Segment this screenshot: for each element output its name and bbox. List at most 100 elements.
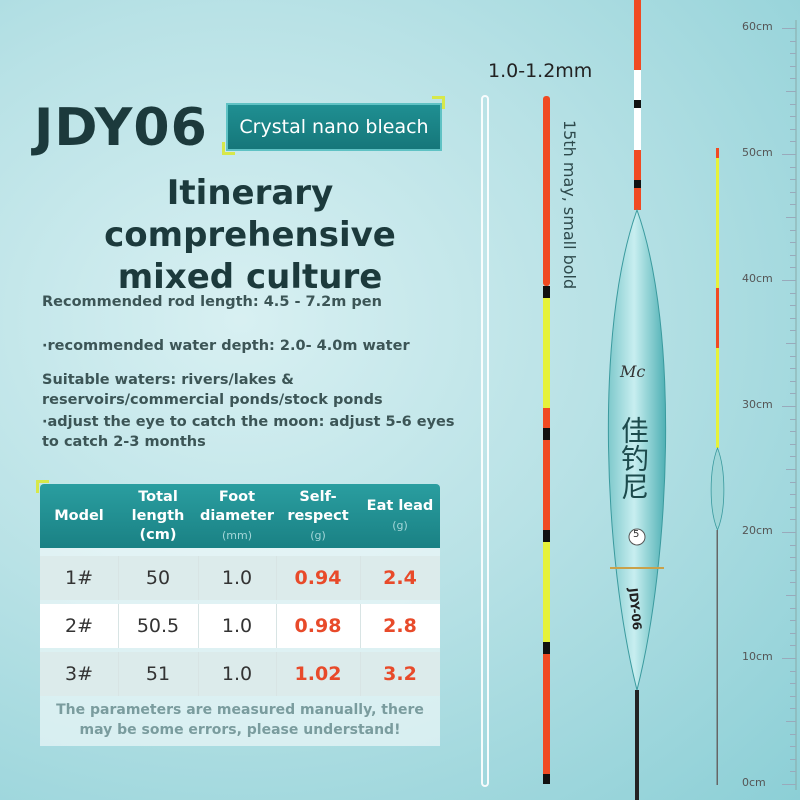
- chinese-brand-text: 佳钓尼: [617, 416, 650, 500]
- ruler-tick: [790, 733, 796, 735]
- th-foot-diameter-label: Foot diameter: [200, 488, 274, 524]
- ruler-tick: [790, 519, 796, 521]
- ruler-tick: [786, 595, 796, 596]
- ruler-tick: [790, 368, 796, 370]
- sparkle-icon: [222, 142, 235, 155]
- ruler-tick: [790, 481, 796, 483]
- ruler-tick: [786, 721, 796, 722]
- cell-eat-lead: 2.8: [383, 615, 417, 637]
- ruler-tick: [790, 292, 796, 294]
- ruler-tick: [786, 91, 796, 92]
- ruler-tick: [790, 78, 796, 80]
- model-code: JDY06: [34, 98, 208, 158]
- headline-line2: mixed culture: [117, 257, 383, 297]
- ruler-tick: [790, 254, 796, 256]
- ruler-tick: [790, 758, 796, 760]
- th-self-respect-label: Self-respect: [287, 488, 349, 524]
- ruler-tick: [790, 620, 796, 622]
- sparkle-icon: [432, 96, 445, 109]
- cell-model: 2#: [64, 615, 93, 637]
- ruler-tick: [790, 40, 796, 42]
- main-float: [607, 0, 667, 800]
- ruler-tick: [782, 154, 796, 155]
- spec-water-depth: ·recommended water depth: 2.0- 4.0m wate…: [42, 338, 410, 354]
- ruler-tick: [790, 746, 796, 748]
- ruler-tick: [790, 141, 796, 143]
- ruler-tick: [782, 532, 796, 533]
- ruler-tick: [790, 544, 796, 546]
- ruler-tick: [790, 179, 796, 181]
- ruler-tick: [790, 418, 796, 420]
- ruler-tick: [786, 217, 796, 218]
- ruler-tick: [786, 469, 796, 470]
- ruler-tick: [790, 191, 796, 193]
- ruler-tick: [790, 569, 796, 571]
- ruler-label: 20cm: [742, 524, 773, 537]
- ruler-tick: [790, 267, 796, 269]
- spec-rod-length: Recommended rod length: 4.5 - 7.2m pen: [42, 294, 382, 310]
- ruler-label: 0cm: [742, 776, 766, 789]
- cell-diameter: 1.0: [221, 615, 253, 637]
- cell-eat-lead: 2.4: [383, 567, 417, 589]
- cell-eat-lead: 3.2: [383, 663, 417, 685]
- ruler-tick: [790, 708, 796, 710]
- cell-self-respect: 0.94: [294, 567, 342, 589]
- th-self-respect: Self-respect (g): [276, 484, 360, 548]
- ruler-tick: [790, 330, 796, 332]
- table-header: Model Total length (cm) Foot diameter (m…: [40, 484, 440, 548]
- th-foot-diameter: Foot diameter (mm): [198, 484, 276, 548]
- ruler-tick: [790, 204, 796, 206]
- ruler-tick: [786, 343, 796, 344]
- table-note: The parameters are measured manually, th…: [56, 702, 424, 738]
- ruler-tick: [790, 494, 796, 496]
- ruler-tick: [782, 658, 796, 659]
- cell-self-respect: 1.02: [294, 663, 342, 685]
- brand-mark: Mc: [620, 362, 646, 381]
- ruler-label: 30cm: [742, 398, 773, 411]
- table-row: 1# 50 1.0 0.94 2.4: [40, 556, 440, 600]
- th-foot-diameter-unit: (mm): [221, 528, 252, 542]
- ruler-tick: [790, 128, 796, 130]
- ruler-label: 40cm: [742, 272, 773, 285]
- th-model: Model: [54, 507, 104, 524]
- ruler-label: 60cm: [742, 20, 773, 33]
- ruler-tick: [790, 65, 796, 67]
- ruler-tick: [790, 645, 796, 647]
- ruler-label: 50cm: [742, 146, 773, 159]
- ruler-tick: [782, 784, 796, 785]
- cell-model: 1#: [64, 567, 93, 589]
- cell-diameter: 1.0: [221, 567, 253, 589]
- table-row: 2# 50.5 1.0 0.98 2.8: [40, 604, 440, 648]
- spec-suitable-waters: Suitable waters: rivers/lakes & reservoi…: [42, 372, 383, 408]
- cell-self-respect: 0.98: [294, 615, 342, 637]
- small-float: [710, 148, 725, 785]
- cell-model: 3#: [64, 663, 93, 685]
- ruler-tick: [790, 771, 796, 773]
- ruler-tick: [790, 695, 796, 697]
- ruler-label: 10cm: [742, 650, 773, 663]
- badge-crystal-nano-bleach: Crystal nano bleach: [226, 103, 442, 151]
- ruler-tick: [782, 406, 796, 407]
- ruler-tick: [790, 456, 796, 458]
- cell-length: 50.5: [136, 615, 180, 637]
- sparkle-icon: [36, 480, 49, 493]
- th-total-length-label: Total length (cm): [131, 488, 185, 543]
- th-eat-lead: Eat lead (g): [360, 484, 440, 548]
- ruler-tick: [790, 317, 796, 319]
- ruler-tick: [782, 280, 796, 281]
- ruler-tick: [790, 305, 796, 307]
- vertical-caption: 15th may, small bold: [560, 120, 579, 290]
- headline: Itinerary comprehensive mixed culture: [20, 172, 480, 298]
- ruler-tick: [790, 506, 796, 508]
- ruler-tick: [790, 632, 796, 634]
- ruler-tick: [790, 103, 796, 105]
- ruler-tick: [790, 683, 796, 685]
- transparent-tip: [481, 95, 489, 787]
- ruler-tick: [790, 607, 796, 609]
- ruler-tick: [790, 582, 796, 584]
- range-label: 1.0-1.2mm: [488, 60, 593, 82]
- th-eat-lead-unit: (g): [392, 519, 408, 532]
- colored-tip: [543, 96, 550, 784]
- ruler-tick: [790, 53, 796, 55]
- ruler-tick: [790, 166, 796, 168]
